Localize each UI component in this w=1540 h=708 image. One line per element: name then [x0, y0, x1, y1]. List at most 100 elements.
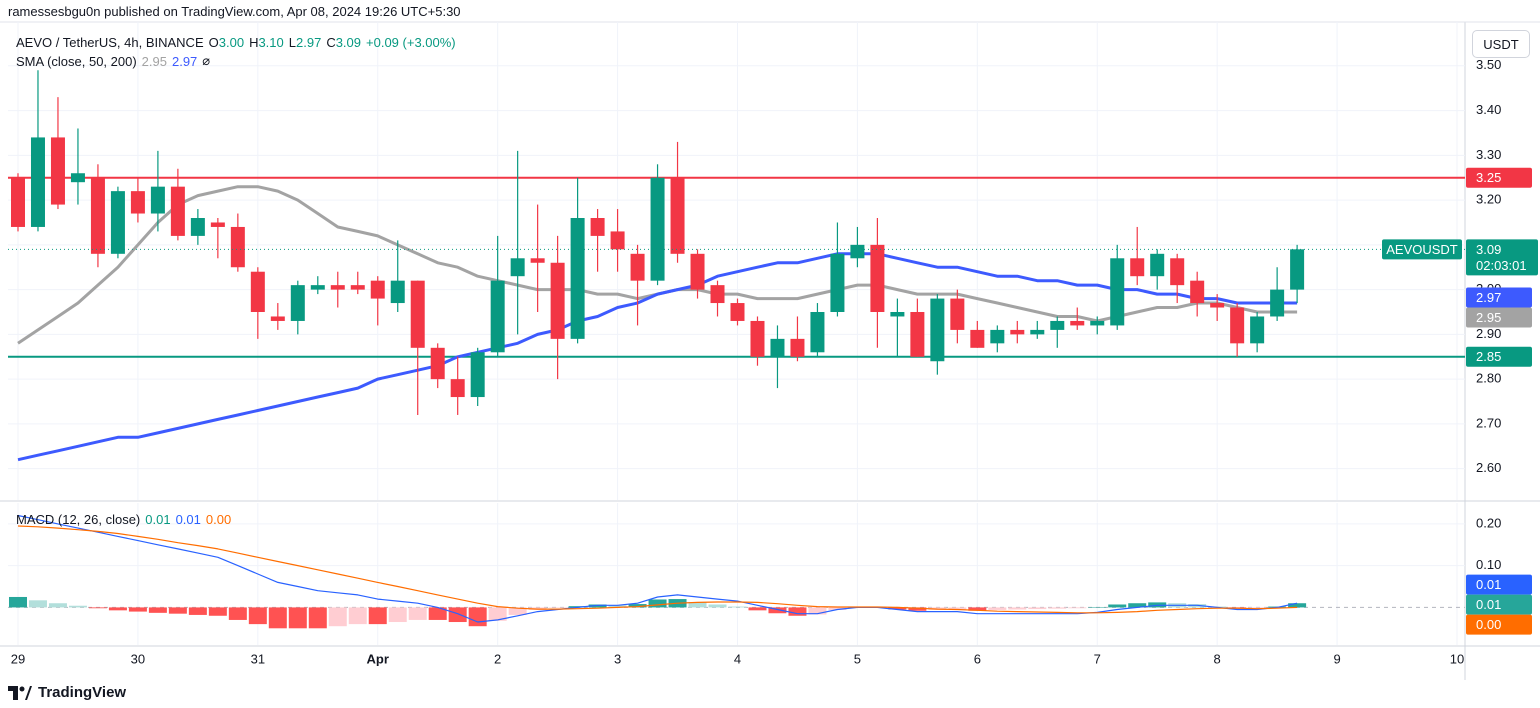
- macd-histogram-bar: [348, 607, 367, 625]
- candle-body: [550, 262, 565, 339]
- candle-body: [910, 312, 925, 357]
- macd-histogram-bar: [1048, 607, 1067, 609]
- candle-body: [1270, 289, 1285, 317]
- ohlc-item: H3.10: [249, 35, 284, 50]
- macd-histogram-bar: [1108, 604, 1127, 608]
- macd-histogram-bar: [68, 605, 87, 608]
- candle-body: [250, 271, 265, 312]
- candle-body: [50, 137, 65, 205]
- price-tag: 2.85: [1476, 349, 1501, 364]
- currency: USDT: [1483, 36, 1519, 52]
- symbol-title: AEVO / TetherUS, 4h, BINANCE: [16, 35, 204, 50]
- ohlc-item: O3.00: [209, 35, 244, 50]
- macd-histogram-bar: [1128, 603, 1147, 608]
- candle-body: [370, 280, 385, 299]
- macd-histogram-bar: [748, 607, 767, 611]
- macd-histogram-bar: [448, 607, 467, 623]
- x-tick-label: 10: [1450, 651, 1464, 666]
- candle-body: [1090, 320, 1105, 326]
- ohlc-key: H: [249, 35, 259, 50]
- candle-body: [470, 352, 485, 398]
- candle-body: [830, 253, 845, 312]
- macd-histogram-bar: [88, 607, 107, 609]
- macd-histogram-bar: [168, 607, 187, 614]
- y-tick-label: 0.10: [1476, 557, 1501, 572]
- x-tick-label: 31: [251, 651, 265, 666]
- macd-histogram-bar: [428, 607, 447, 620]
- candle-body: [790, 338, 805, 357]
- macd-histogram-bar: [188, 607, 207, 615]
- y-tick-label: 3.40: [1476, 102, 1501, 117]
- candle-body: [590, 218, 605, 236]
- candle-body: [230, 226, 245, 268]
- macd-tag-bg: [1466, 614, 1532, 635]
- ohlc-key: L: [288, 35, 296, 50]
- hide-icon: ⌀: [202, 53, 211, 68]
- price-tag: 2.95: [1476, 310, 1501, 325]
- macd-histogram-bar: [768, 607, 787, 614]
- candle-body: [90, 177, 105, 254]
- macd-histogram-bar: [148, 607, 167, 613]
- price-box-countdown: 02:03:01: [1476, 258, 1527, 273]
- macd-histogram-bar: [908, 607, 927, 611]
- candle-body: [670, 177, 685, 254]
- brand: TradingView: [38, 684, 127, 701]
- candle-body: [930, 298, 945, 362]
- x-tick-label: 8: [1214, 651, 1221, 666]
- currency-button[interactable]: USDT: [1472, 30, 1530, 58]
- ohlc-value: 2.97: [296, 35, 322, 50]
- candle-body: [310, 285, 325, 290]
- candle-body: [1030, 329, 1045, 335]
- symbol-tag: AEVOUSDT: [1386, 242, 1458, 257]
- y-tick-label: 2.90: [1476, 326, 1501, 341]
- candle-body: [730, 303, 745, 321]
- macd-histogram-bar: [1028, 607, 1047, 610]
- candle-body: [990, 329, 1005, 344]
- x-tick-label: 7: [1094, 651, 1101, 666]
- macd-histogram-bar: [948, 607, 967, 610]
- candle-body: [70, 173, 85, 183]
- price-tag-bg: [1466, 287, 1532, 308]
- candle-body: [1210, 303, 1225, 308]
- macd-histogram-bar: [248, 607, 267, 625]
- macd-histogram-bar: [28, 600, 47, 608]
- candle-body: [690, 253, 705, 290]
- macd-histogram-bar: [268, 607, 287, 629]
- candle-body: [750, 320, 765, 357]
- symbol-legend: AEVO / TetherUS, 4h, BINANCE O3.00 H3.10 L…: [16, 35, 456, 50]
- candle-body: [130, 191, 145, 214]
- price-tag: 2.97: [1476, 290, 1501, 305]
- candle-body: [1010, 329, 1025, 335]
- sma-value: 2.95: [141, 53, 167, 69]
- sma-title: SMA (close, 50, 200): [16, 53, 137, 69]
- macd-tag: 0.01: [1476, 577, 1501, 592]
- macd-histogram-bar: [628, 604, 647, 608]
- publisher-line: ramessesbgu0n published on TradingView.c…: [8, 4, 461, 19]
- candle-body: [510, 258, 525, 277]
- ohlc-value: 3.09: [335, 35, 362, 50]
- macd-histogram-bar: [48, 603, 67, 608]
- price-tag-bg: [1466, 346, 1532, 367]
- candle-body: [870, 244, 885, 312]
- macd-tag-bg: [1466, 574, 1532, 595]
- candle-body: [1250, 316, 1265, 344]
- macd-histogram-bar: [1008, 607, 1027, 610]
- candle-body: [890, 312, 905, 317]
- macd-histogram-bar: [728, 606, 747, 608]
- macd-histogram-bar: [708, 604, 727, 608]
- candle-body: [610, 231, 625, 250]
- macd-histogram-bar: [608, 605, 627, 608]
- macd-histogram-bar: [688, 601, 707, 608]
- candle-body: [950, 298, 965, 330]
- sma-value: 2.97: [171, 53, 198, 69]
- candle-body: [330, 285, 345, 290]
- y-tick-label: 2.70: [1476, 415, 1501, 430]
- macd-histogram-bar: [588, 604, 607, 608]
- candle-body: [30, 137, 45, 227]
- ohlc-item: C3.09: [326, 35, 361, 50]
- macd-histogram-bar: [288, 607, 307, 629]
- y-tick-label: 3.30: [1476, 147, 1501, 162]
- x-tick-label: 4: [734, 651, 741, 666]
- y-tick-label: 0.20: [1476, 515, 1501, 530]
